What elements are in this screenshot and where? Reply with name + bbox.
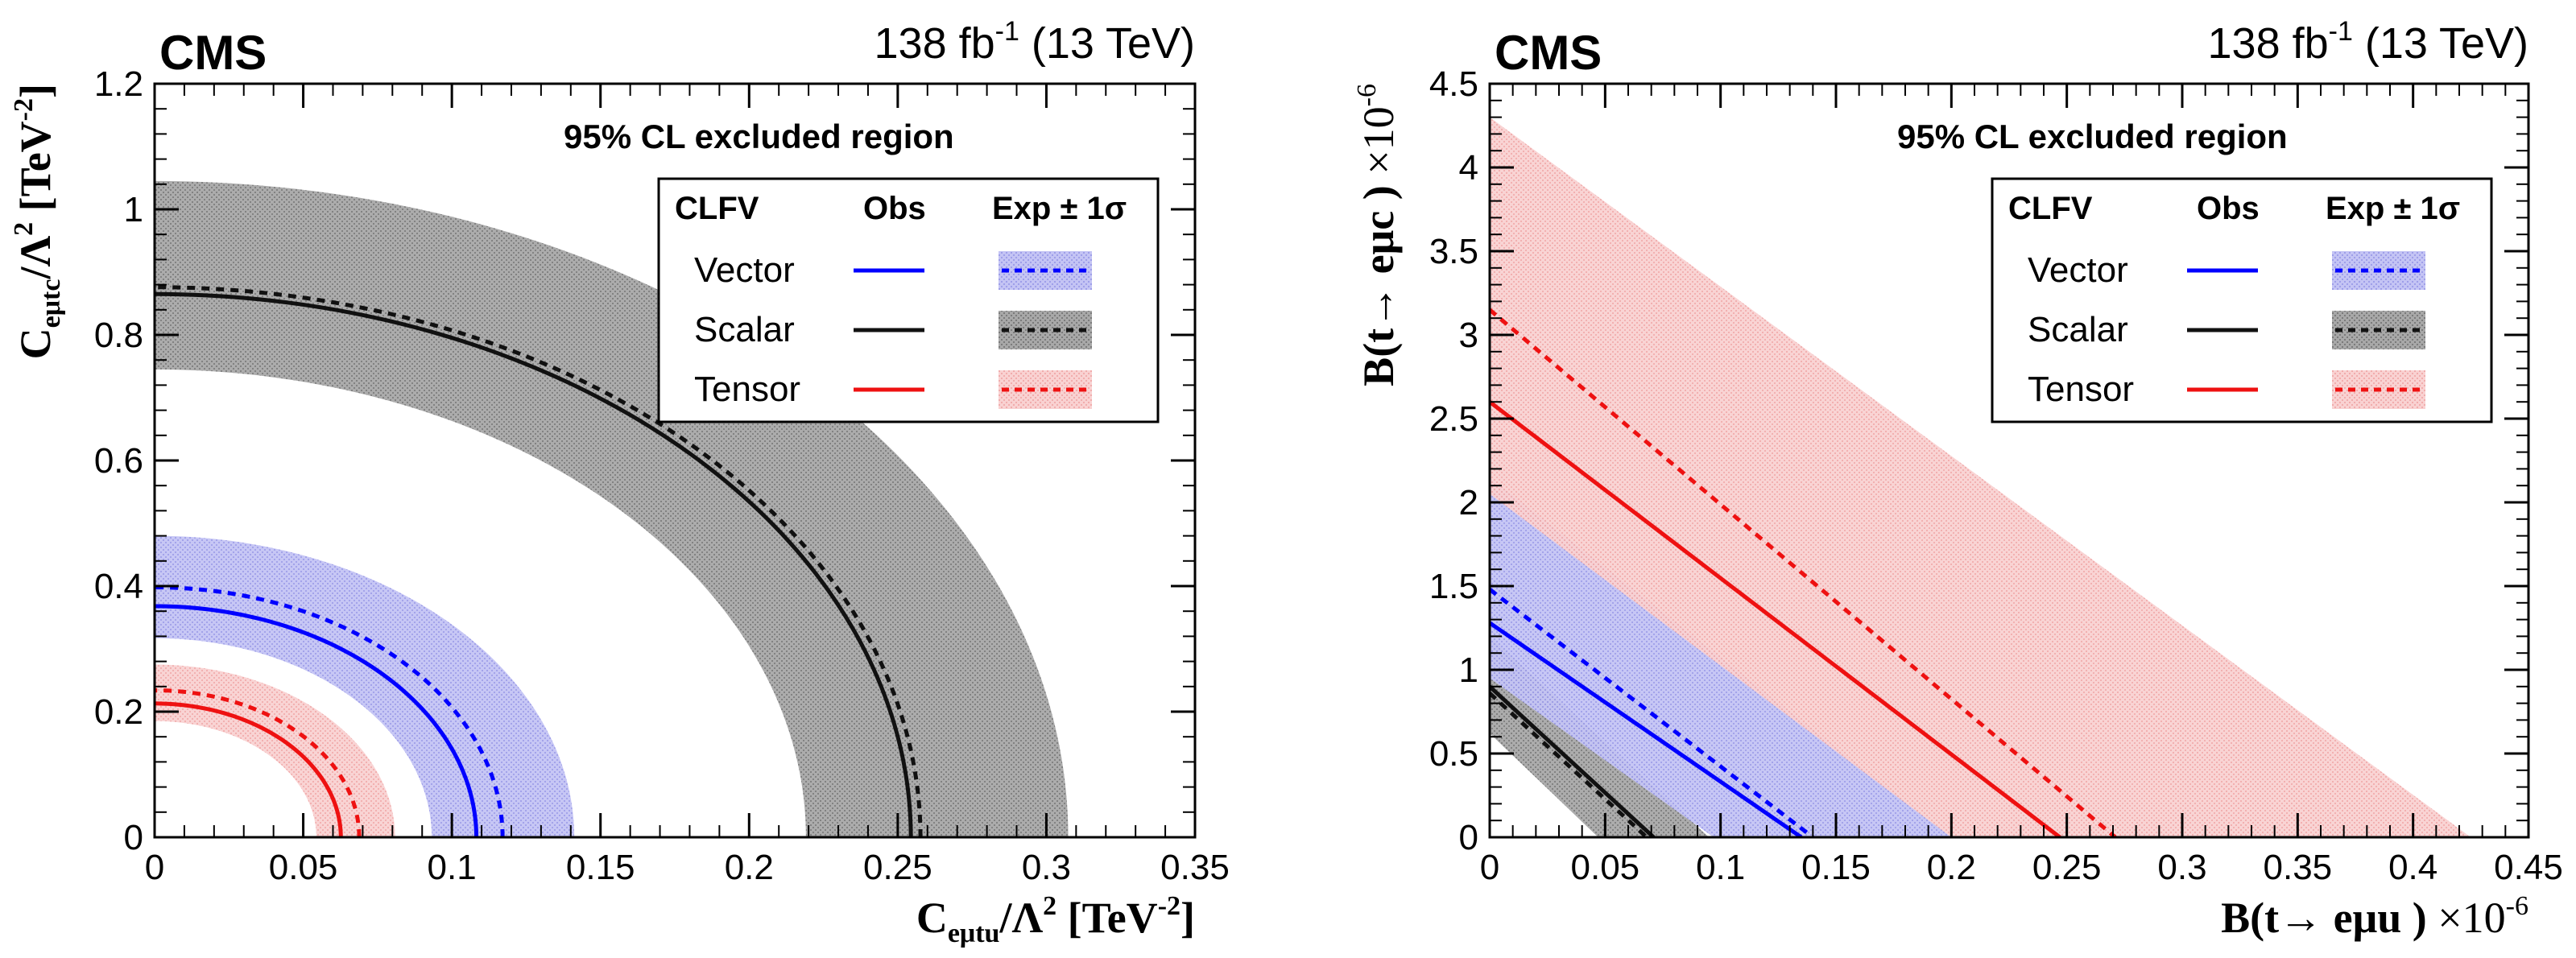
- right-legend-header-clfv: CLFV: [2008, 191, 2093, 226]
- left-obs-curve-vector: [155, 604, 479, 837]
- l-x-tick-label: 0.1: [428, 848, 477, 887]
- left-legend-header-exp: Exp ± 1σ: [992, 191, 1127, 226]
- r-y-tick-label: 3.5: [1429, 232, 1478, 271]
- left-chart: 0 0.05 0.1 0.15 0.2 0.25 0.3 0.35 0 0.2 0.4 0.6 0.8 1…: [9, 16, 1230, 948]
- left-lumi-label: 138 fb-1 (13 TeV): [875, 16, 1195, 68]
- right-bands: [1490, 117, 2471, 837]
- r-legend-label-scalar: Scalar: [2028, 310, 2128, 349]
- l-legend-label-vector: Vector: [694, 250, 795, 290]
- r-x-tick-label: 0: [1480, 848, 1499, 887]
- l-x-tick-label: 0.05: [269, 848, 338, 887]
- left-ticks: 0 0.05 0.1 0.15 0.2 0.25 0.3 0.35 0 0.2 0.4 0.6 0.8 1…: [94, 64, 1230, 887]
- r-y-tick-label: 1: [1459, 650, 1478, 690]
- r-x-tick-label: 0.4: [2388, 848, 2437, 887]
- right-y-axis-title: B(t→ eμc ) ×10-6: [1352, 84, 1403, 386]
- l-legend-label-scalar: Scalar: [694, 310, 795, 349]
- right-legend: CLFV Obs Exp ± 1σ Vector Scalar Tensor: [1991, 177, 2493, 423]
- l-x-tick-label: 0.2: [725, 848, 774, 887]
- r-x-tick-label: 0.05: [1571, 848, 1640, 887]
- left-obs-curve-tensor: [155, 701, 343, 837]
- l-x-tick-label: 0.15: [566, 848, 635, 887]
- right-exp-line-scalar: [1490, 692, 1648, 837]
- right-legend-header-exp: Exp ± 1σ: [2326, 191, 2460, 226]
- right-exp-line-tensor: [1490, 308, 2117, 837]
- l-y-tick-label: 0.6: [94, 441, 143, 481]
- left-legend-header-clfv: CLFV: [675, 191, 759, 226]
- left-legend-header-obs: Obs: [863, 191, 926, 226]
- l-x-tick-label: 0.25: [863, 848, 932, 887]
- l-y-tick-label: 0.8: [94, 316, 143, 355]
- right-cms-label: CMS: [1495, 26, 1602, 80]
- left-curves: [155, 285, 923, 837]
- r-y-tick-label: 3: [1459, 316, 1478, 355]
- left-obs-curve-scalar: [155, 291, 913, 837]
- l-x-tick-label: 0.35: [1160, 848, 1230, 887]
- right-chart: 0 0.05 0.1 0.15 0.2 0.25 0.3 0.35 0.4 0.45 0 0.5 1 1.…: [1352, 16, 2563, 942]
- l-y-tick-label: 0: [124, 818, 143, 857]
- l-y-tick-label: 0.2: [94, 692, 143, 732]
- r-y-tick-label: 2.5: [1429, 399, 1478, 439]
- r-x-tick-label: 0.25: [2032, 848, 2102, 887]
- left-exp-curve-scalar: [155, 285, 923, 837]
- left-x-axis-title: Ceμtu/Λ2 [TeV-2]: [916, 891, 1195, 948]
- left-band-vector: [155, 535, 575, 837]
- right-legend-header-obs: Obs: [2197, 191, 2260, 226]
- right-obs-line-vector: [1490, 621, 1803, 837]
- right-exp-line-vector: [1490, 588, 1814, 837]
- right-x-axis-title: B(t→ eμu ) ×10-6: [2221, 891, 2528, 942]
- l-y-tick-label: 1.2: [94, 64, 143, 104]
- right-region-label: 95% CL excluded region: [1897, 118, 2288, 155]
- r-y-tick-label: 0: [1459, 818, 1478, 857]
- l-x-tick-label: 0: [145, 848, 164, 887]
- right-obs-line-scalar: [1490, 684, 1656, 837]
- left-region-label: 95% CL excluded region: [564, 118, 954, 155]
- right-ticks: 0 0.05 0.1 0.15 0.2 0.25 0.3 0.35 0.4 0.45 0 0.5 1 1.…: [1429, 64, 2563, 887]
- left-y-axis-title: Ceμtc/Λ2 [TeV-2]: [9, 84, 66, 359]
- r-legend-label-tensor: Tensor: [2028, 370, 2134, 409]
- r-x-tick-label: 0.1: [1696, 848, 1745, 887]
- r-y-tick-label: 4: [1459, 148, 1478, 188]
- r-x-tick-label: 0.35: [2264, 848, 2333, 887]
- r-y-tick-label: 2: [1459, 483, 1478, 522]
- left-band-scalar: [155, 180, 1069, 837]
- l-y-tick-label: 0.4: [94, 567, 143, 606]
- left-exp-curve-vector: [155, 585, 505, 837]
- right-band-tensor: [1490, 117, 2471, 837]
- r-x-tick-label: 0.45: [2494, 848, 2563, 887]
- right-plot-frame: [1488, 82, 2530, 839]
- left-bands: [155, 180, 1069, 837]
- right-curves: [1490, 308, 2117, 837]
- left-legend: CLFV Obs Exp ± 1σ Vector Scalar Tensor: [657, 177, 1160, 423]
- right-obs-line-tensor: [1490, 400, 2061, 837]
- left-exp-curve-tensor: [155, 688, 362, 837]
- r-y-tick-label: 1.5: [1429, 567, 1478, 606]
- r-x-tick-label: 0.3: [2157, 848, 2206, 887]
- right-lumi-label: 138 fb-1 (13 TeV): [2208, 16, 2528, 68]
- l-legend-label-tensor: Tensor: [694, 370, 800, 409]
- r-legend-label-vector: Vector: [2028, 250, 2128, 290]
- r-x-tick-label: 0.15: [1801, 848, 1871, 887]
- r-y-tick-label: 0.5: [1429, 734, 1478, 774]
- l-x-tick-label: 0.3: [1022, 848, 1071, 887]
- l-y-tick-label: 1: [124, 190, 143, 229]
- left-band-tensor: [155, 664, 395, 837]
- r-x-tick-label: 0.2: [1927, 848, 1976, 887]
- r-y-tick-label: 4.5: [1429, 64, 1478, 104]
- left-cms-label: CMS: [159, 26, 267, 80]
